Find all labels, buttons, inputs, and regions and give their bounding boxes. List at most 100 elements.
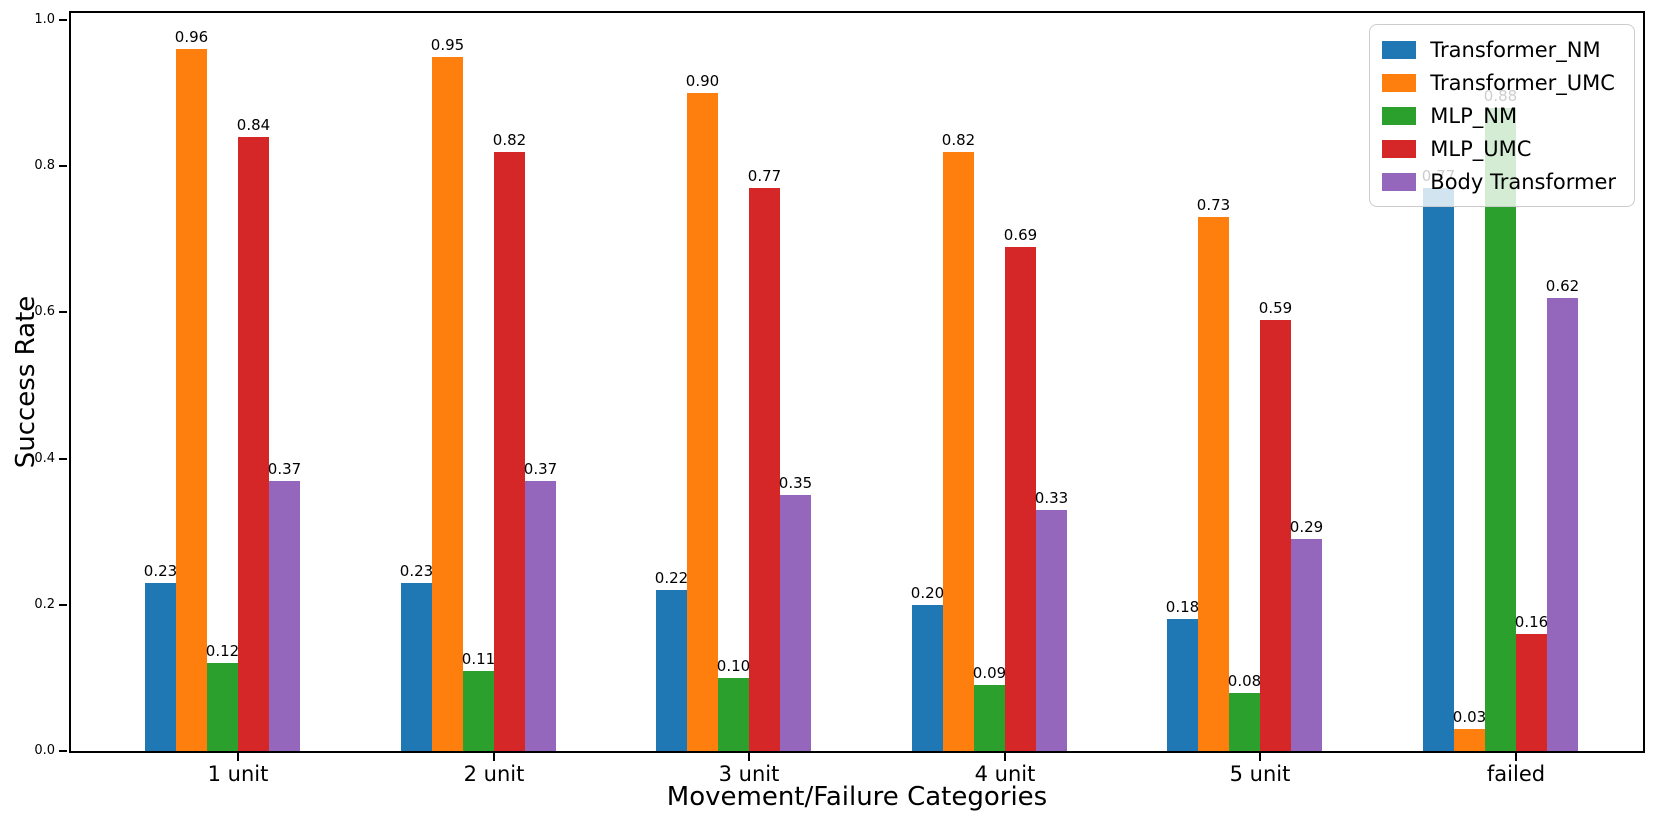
bar-value-label: 0.35 [778,474,813,492]
legend-swatch-transformer-nm [1382,40,1417,59]
bar-mlp-nm-failed [1485,108,1516,751]
legend-item: MLP_UMC [1382,132,1616,165]
bar-value-label: 0.95 [430,36,465,54]
bar-value-label: 0.20 [910,584,945,602]
bar-transformer-nm-3-unit [656,590,687,751]
y-axis-tick-label: 0.8 [34,158,55,174]
legend-label: MLP_NM [1430,103,1518,128]
bar-body-transformer-2-unit [525,481,556,751]
y-axis-tick-label: 1.0 [34,12,55,27]
bar-transformer-umc-1-unit [176,49,207,751]
bar-value-label: 0.12 [205,642,240,660]
bar-value-label: 0.08 [1227,672,1262,690]
bar-value-label: 0.77 [747,167,782,185]
y-axis-tick [59,165,67,168]
bar-transformer-umc-2-unit [432,57,463,751]
x-axis-tick [237,753,239,761]
bar-mlp-umc-5-unit [1260,320,1291,751]
legend-item: Transformer_NM [1382,33,1616,66]
bar-value-label: 0.10 [716,657,751,675]
bar-mlp-umc-4-unit [1005,247,1036,751]
bar-value-label: 0.23 [399,562,434,580]
x-axis-tick-label: 3 unit [718,762,780,786]
y-axis-tick-label: 0.2 [34,596,55,612]
x-axis-tick [1515,753,1517,761]
legend-label: MLP_UMC [1430,136,1532,161]
bar-value-label: 0.84 [236,116,271,134]
bars-layer: 0.23 0.96 0.12 0.84 0.37 0.23 0.95 0.11 0.82 0.37… [71,13,1643,751]
bar-value-label: 0.18 [1165,598,1200,616]
bar-transformer-umc-failed [1454,729,1485,751]
bar-value-label: 0.90 [685,72,720,90]
bar-value-label: 0.11 [461,650,496,668]
legend-item: Transformer_UMC [1382,66,1616,99]
bar-mlp-nm-3-unit [718,678,749,751]
bar-value-label: 0.73 [1196,196,1231,214]
legend-swatch-body-transformer [1382,172,1417,191]
bar-transformer-nm-2-unit [401,583,432,751]
bar-transformer-nm-4-unit [912,605,943,751]
bar-body-transformer-3-unit [780,495,811,751]
bar-value-label: 0.82 [492,131,527,149]
bar-value-label: 0.29 [1289,518,1324,536]
y-axis-tick [59,750,67,752]
plot-area: 0.23 0.96 0.12 0.84 0.37 0.23 0.95 0.11 0.82 0.37… [69,11,1645,753]
bar-body-transformer-1-unit [269,481,300,751]
legend: Transformer_NM Transformer_UMC MLP_NM MLP_U… [1369,24,1635,207]
bar-mlp-nm-1-unit [207,663,238,751]
bar-body-transformer-failed [1547,298,1578,751]
bar-mlp-umc-failed [1516,634,1547,751]
bar-body-transformer-4-unit [1036,510,1067,751]
bar-value-label: 0.37 [267,460,302,478]
bar-value-label: 0.96 [174,28,209,46]
bar-value-label: 0.33 [1034,489,1069,507]
x-axis-tick-label: 2 unit [463,762,525,786]
y-axis-tick-label: 0.6 [34,304,55,320]
bar-transformer-umc-5-unit [1198,217,1229,751]
bar-mlp-umc-3-unit [749,188,780,751]
y-axis-tick [59,19,67,21]
bar-mlp-nm-2-unit [463,671,494,751]
bar-transformer-umc-3-unit [687,93,718,751]
legend-label: Transformer_NM [1430,37,1601,62]
bar-mlp-nm-5-unit [1229,693,1260,751]
x-axis-tick [748,753,750,761]
y-axis-tick-label: 0.0 [34,743,55,758]
x-axis-tick-label: 5 unit [1229,762,1291,786]
x-axis-tick [493,753,495,761]
legend-swatch-mlp-umc [1382,139,1417,158]
legend-swatch-transformer-umc [1382,73,1417,92]
legend-item: MLP_NM [1382,99,1616,132]
bar-body-transformer-5-unit [1291,539,1322,751]
bar-transformer-nm-5-unit [1167,619,1198,751]
bar-value-label: 0.22 [654,569,689,587]
x-axis-tick [1259,753,1261,761]
bar-value-label: 0.69 [1003,226,1038,244]
bar-transformer-nm-1-unit [145,583,176,751]
legend-label: Transformer_UMC [1430,70,1615,95]
bar-transformer-umc-4-unit [943,152,974,751]
x-axis-title: Movement/Failure Categories [666,782,1048,812]
x-axis-tick [1004,753,1006,761]
bar-mlp-umc-1-unit [238,137,269,751]
legend-swatch-mlp-nm [1382,106,1417,125]
bar-value-label: 0.03 [1452,708,1487,726]
y-axis-title: Success Rate [11,295,41,469]
bar-mlp-nm-4-unit [974,685,1005,751]
bar-transformer-nm-failed [1423,188,1454,751]
bar-mlp-umc-2-unit [494,152,525,751]
bar-value-label: 0.37 [523,460,558,478]
bar-value-label: 0.23 [143,562,178,580]
bar-value-label: 0.16 [1514,613,1549,631]
bar-value-label: 0.59 [1258,299,1293,317]
x-axis-tick-label: failed [1486,762,1546,786]
y-axis-tick [59,603,67,606]
bar-value-label: 0.09 [972,664,1007,682]
bar-value-label: 0.62 [1545,277,1580,295]
legend-item: Body Transformer [1382,165,1616,198]
y-axis-tick [59,457,67,460]
x-axis-tick-label: 4 unit [974,762,1036,786]
y-axis-tick-label: 0.4 [34,450,55,466]
legend-label: Body Transformer [1430,169,1616,194]
